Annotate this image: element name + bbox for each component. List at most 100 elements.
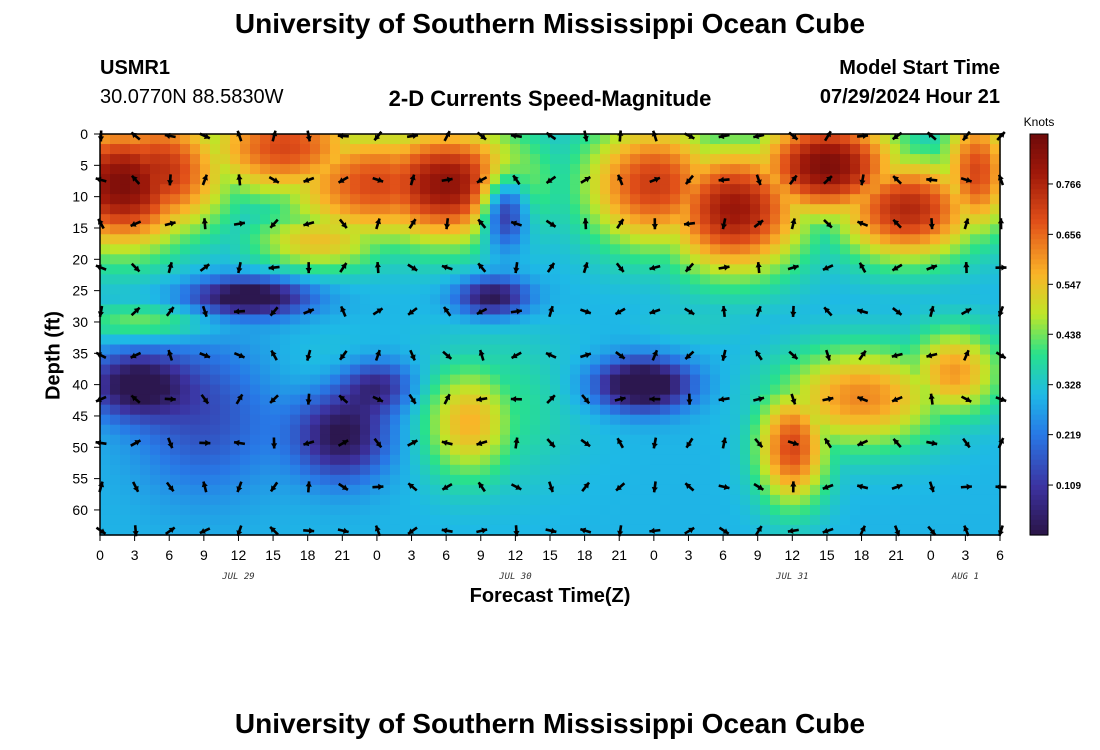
heatmap-cell: [830, 424, 841, 436]
current-arrow: [443, 393, 451, 405]
heatmap-cell: [240, 364, 251, 376]
heatmap-cell: [520, 444, 531, 456]
heatmap-cell: [190, 164, 201, 175]
heatmap-cell: [840, 504, 851, 516]
heatmap-cell: [380, 134, 391, 145]
heatmap-cell: [170, 164, 181, 175]
heatmap-cell: [620, 474, 631, 486]
heatmap-cell: [850, 264, 861, 275]
heatmap-cell: [200, 494, 211, 506]
heatmap-cell: [300, 364, 311, 376]
heatmap-cell: [720, 244, 731, 255]
heatmap-cell: [240, 164, 251, 175]
heatmap-cell: [220, 304, 231, 316]
heatmap-cell: [300, 274, 311, 285]
heatmap-cell: [210, 364, 221, 376]
heatmap-cell: [880, 184, 891, 195]
heatmap-cell: [110, 264, 121, 275]
heatmap-cell: [760, 164, 771, 175]
heatmap-cell: [120, 224, 131, 235]
heatmap-cell: [330, 134, 341, 145]
colorbar-swatch: [1030, 404, 1048, 411]
heatmap-cell: [500, 284, 511, 296]
current-arrow: [303, 308, 315, 315]
heatmap-cell: [170, 364, 181, 376]
colorbar-swatch: [1030, 209, 1048, 215]
heatmap-cell: [710, 204, 721, 215]
heatmap-cell: [360, 474, 371, 486]
heatmap-cell: [610, 234, 621, 245]
heatmap-cell: [800, 514, 811, 526]
heatmap-cell: [780, 424, 791, 436]
heatmap-cell: [750, 194, 761, 205]
heatmap-cell: [570, 324, 581, 336]
heatmap-cell: [380, 344, 391, 356]
heatmap-cell: [250, 184, 261, 195]
heatmap-cell: [280, 254, 291, 265]
heatmap-cell: [660, 514, 671, 526]
heatmap-cell: [910, 484, 921, 496]
heatmap-cell: [330, 304, 341, 316]
heatmap-cell: [480, 144, 491, 155]
heatmap-cell: [960, 304, 971, 316]
heatmap-cell: [220, 294, 231, 306]
heatmap-cell: [180, 494, 191, 506]
current-arrow: [928, 481, 935, 493]
y-axis-label: Depth (ft): [42, 311, 65, 400]
heatmap-cell: [840, 484, 851, 496]
heatmap-cell: [910, 464, 921, 476]
heatmap-cell: [310, 524, 321, 536]
heatmap-cell: [740, 154, 751, 165]
heatmap-cell: [510, 334, 521, 346]
current-arrow: [441, 482, 453, 491]
heatmap-cell: [740, 174, 751, 185]
heatmap-cell: [750, 414, 761, 426]
heatmap-cell: [800, 154, 811, 165]
heatmap-cell: [150, 414, 161, 426]
heatmap-cell: [350, 514, 361, 526]
heatmap-cell: [960, 294, 971, 306]
heatmap-cell: [760, 154, 771, 165]
heatmap-cell: [230, 504, 241, 516]
heatmap-cell: [840, 194, 851, 205]
heatmap-cell: [250, 254, 261, 265]
heatmap-cell: [540, 194, 551, 205]
heatmap-cell: [790, 424, 801, 436]
heatmap-cell: [830, 314, 841, 326]
heatmap-cell: [330, 194, 341, 205]
heatmap-cell: [450, 524, 461, 536]
heatmap-cell: [490, 214, 501, 225]
heatmap-cell: [710, 314, 721, 326]
heatmap-cell: [700, 424, 711, 436]
heatmap-cell: [310, 214, 321, 225]
heatmap-cell: [330, 264, 341, 275]
heatmap-cell: [310, 234, 321, 245]
heatmap-cell: [210, 494, 221, 506]
heatmap-cell: [540, 334, 551, 346]
heatmap-cell: [310, 144, 321, 155]
heatmap-cell: [920, 184, 931, 195]
heatmap-cell: [990, 284, 1001, 296]
heatmap-cell: [670, 264, 681, 275]
current-arrow: [686, 393, 693, 405]
heatmap-cell: [750, 264, 761, 275]
heatmap-cell: [860, 184, 871, 195]
heatmap-cell: [870, 274, 881, 285]
heatmap-cell: [370, 284, 381, 296]
heatmap-cell: [480, 424, 491, 436]
heatmap-cell: [650, 274, 661, 285]
heatmap-cell: [730, 234, 741, 245]
heatmap-cell: [980, 414, 991, 426]
heatmap-cell: [610, 184, 621, 195]
heatmap-cell: [240, 144, 251, 155]
heatmap-cell: [810, 214, 821, 225]
heatmap-cell: [660, 264, 671, 275]
current-arrow: [720, 305, 728, 318]
current-arrow: [476, 176, 488, 184]
heatmap-cell: [810, 184, 821, 195]
heatmap-cell: [290, 494, 301, 506]
heatmap-cell: [200, 364, 211, 376]
heatmap-cell: [620, 444, 631, 456]
current-arrow: [441, 439, 453, 446]
heatmap-cell: [320, 364, 331, 376]
